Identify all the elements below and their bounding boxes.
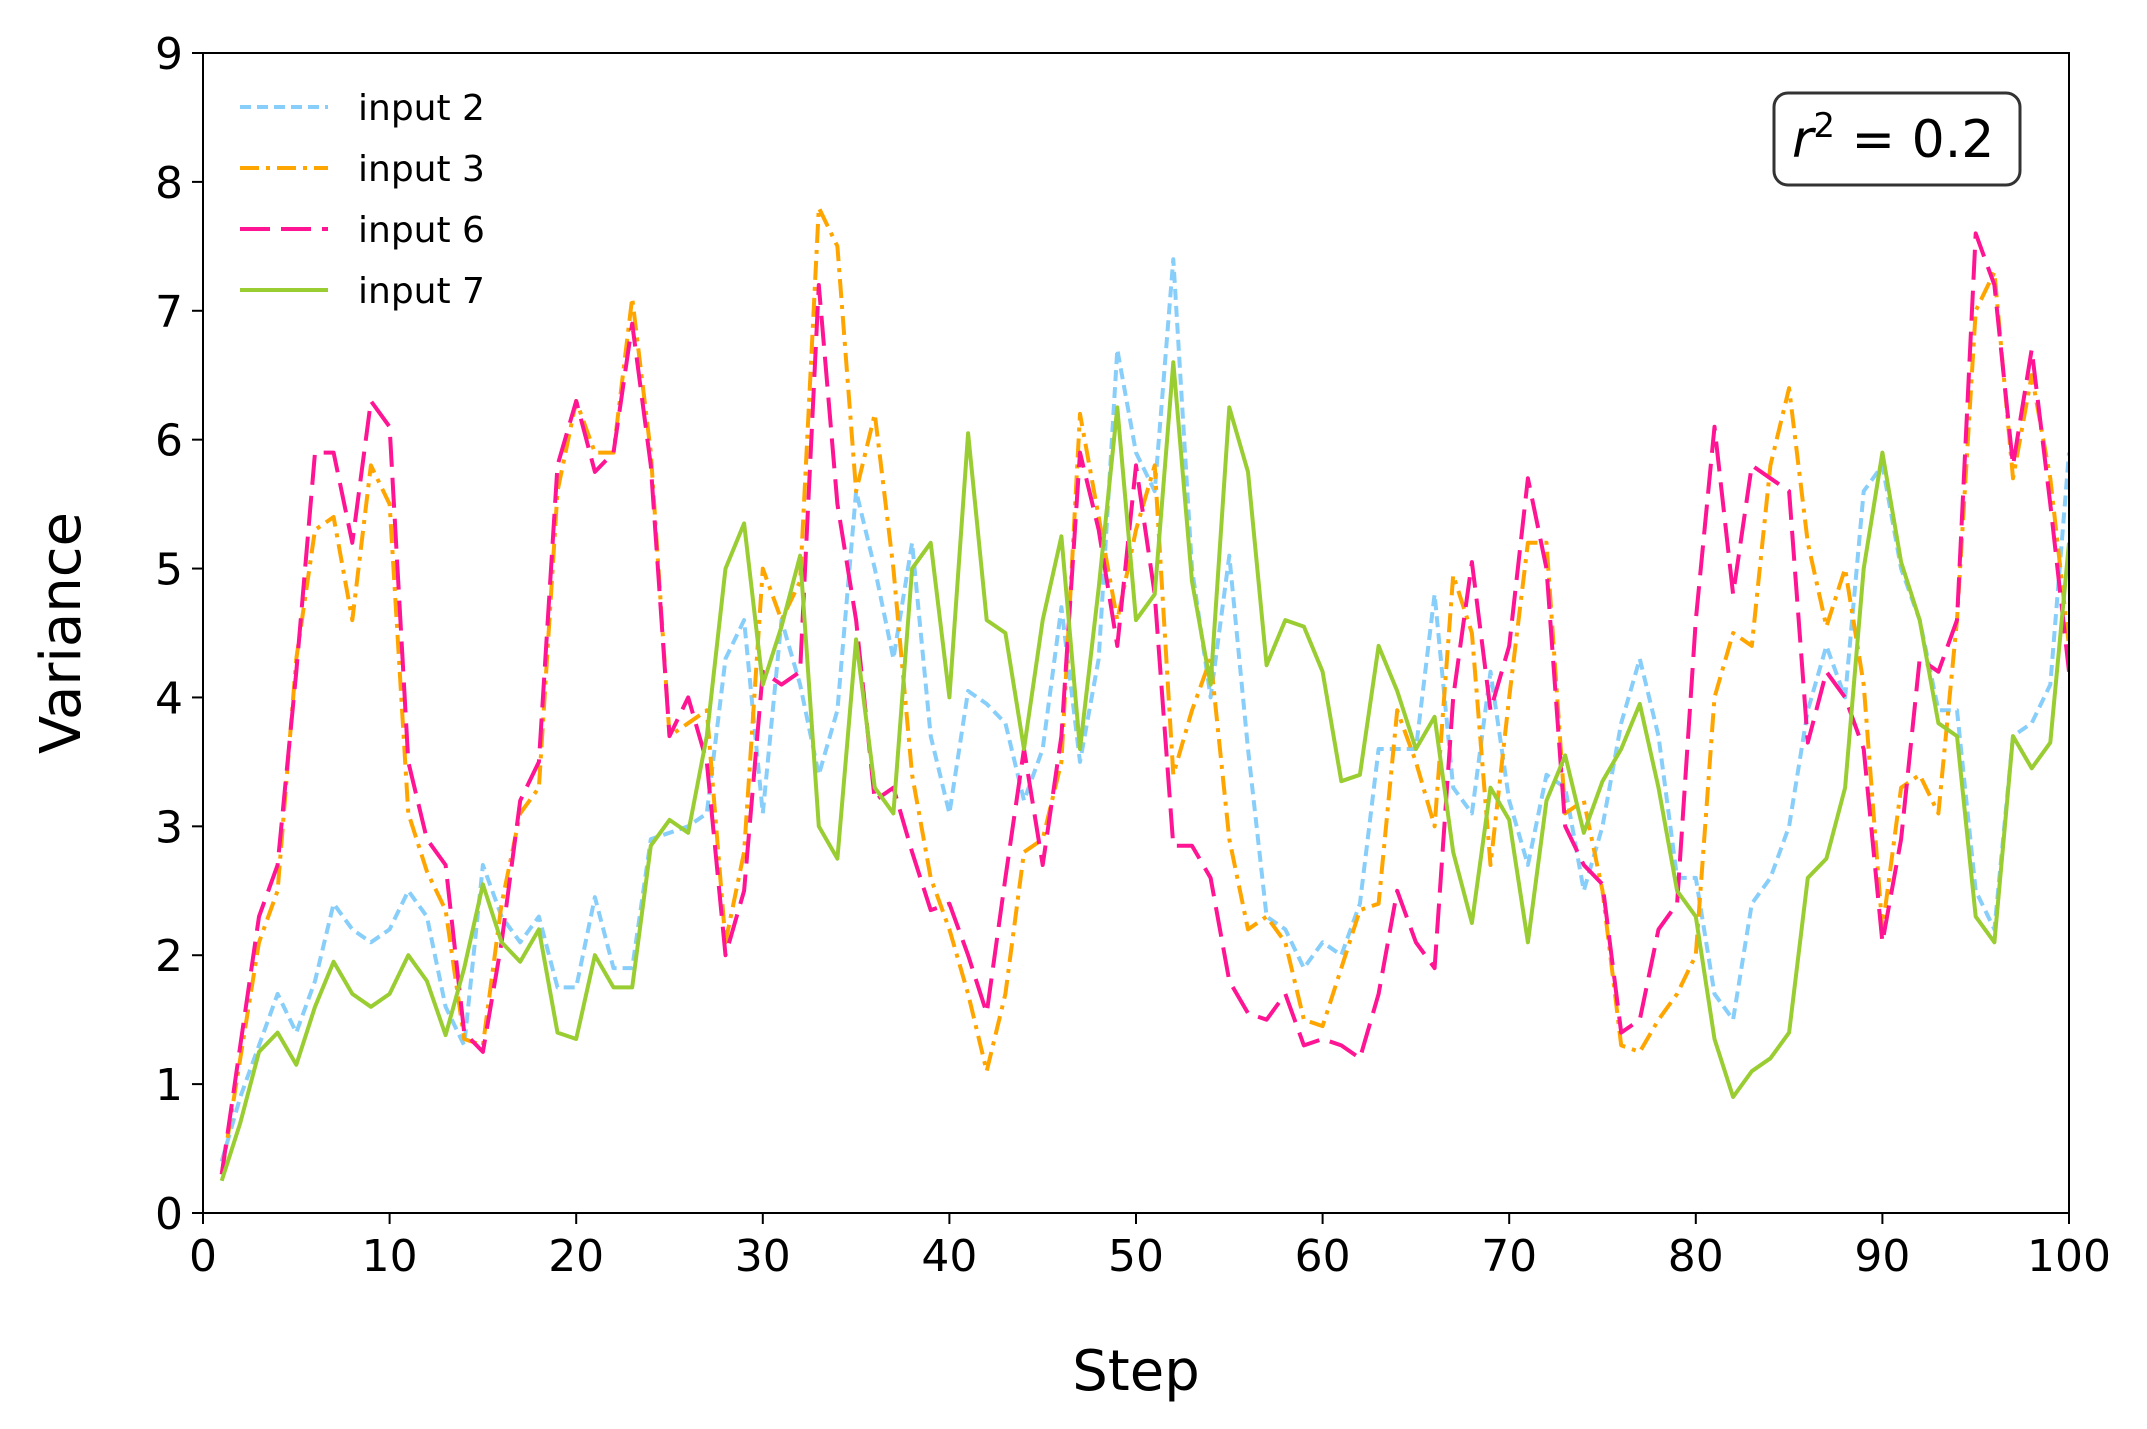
x-tick-label: 90 bbox=[1854, 1231, 1910, 1282]
x-tick-label: 40 bbox=[921, 1231, 977, 1282]
y-tick-label: 1 bbox=[155, 1060, 183, 1111]
y-tick-label: 9 bbox=[155, 29, 183, 80]
series-line-input-7 bbox=[219, 360, 2069, 1182]
ticks-group: 0 10 20 30 40 50 60 70 80 90 100 0 1 2 3 4 5 6 7 8 9 bbox=[155, 29, 2111, 1282]
y-tick-label: 3 bbox=[155, 802, 183, 853]
y-tick-label: 4 bbox=[155, 673, 183, 724]
legend-label-input-7: input 7 bbox=[358, 271, 485, 312]
y-tick-label: 7 bbox=[155, 287, 183, 338]
x-tick-label: 80 bbox=[1668, 1231, 1724, 1282]
x-tick-label: 30 bbox=[735, 1231, 791, 1282]
x-tick-label: 70 bbox=[1481, 1231, 1537, 1282]
x-tick-label: 0 bbox=[189, 1231, 217, 1282]
x-tick-label: 50 bbox=[1108, 1231, 1164, 1282]
annotation-exponent: 2 bbox=[1813, 106, 1835, 146]
y-tick-label: 6 bbox=[155, 416, 183, 467]
y-tick-label: 5 bbox=[155, 545, 183, 596]
y-tick-label: 2 bbox=[155, 931, 183, 982]
annotation-box bbox=[1772, 91, 2022, 187]
r-squared-annotation: r2 = 0.2 bbox=[1772, 91, 2022, 187]
legend-label-input-3: input 3 bbox=[358, 149, 485, 190]
annotation-rest: = 0.2 bbox=[1835, 110, 1994, 170]
legend-label-input-6: input 6 bbox=[358, 210, 485, 251]
x-tick-label: 60 bbox=[1295, 1231, 1351, 1282]
series-line-input-6 bbox=[219, 231, 2069, 1175]
y-tick-label: 8 bbox=[155, 158, 183, 209]
x-tick-label: 10 bbox=[362, 1231, 418, 1282]
series-line-input-3 bbox=[219, 205, 2069, 1175]
legend: input 2 input 3 input 6 input 7 bbox=[240, 88, 485, 312]
y-axis-title: Variance bbox=[29, 512, 94, 754]
x-tick-label: 100 bbox=[2027, 1231, 2111, 1282]
annotation-text: r2 = 0.2 bbox=[1792, 106, 1994, 170]
legend-label-input-2: input 2 bbox=[358, 88, 485, 129]
series-line-input-2 bbox=[219, 257, 2069, 1162]
x-axis-title: Step bbox=[1072, 1339, 1200, 1404]
x-tick-label: 20 bbox=[548, 1231, 604, 1282]
y-tick-label: 0 bbox=[155, 1189, 183, 1240]
series-group bbox=[219, 205, 2069, 1182]
annotation-base: r bbox=[1792, 110, 1817, 170]
